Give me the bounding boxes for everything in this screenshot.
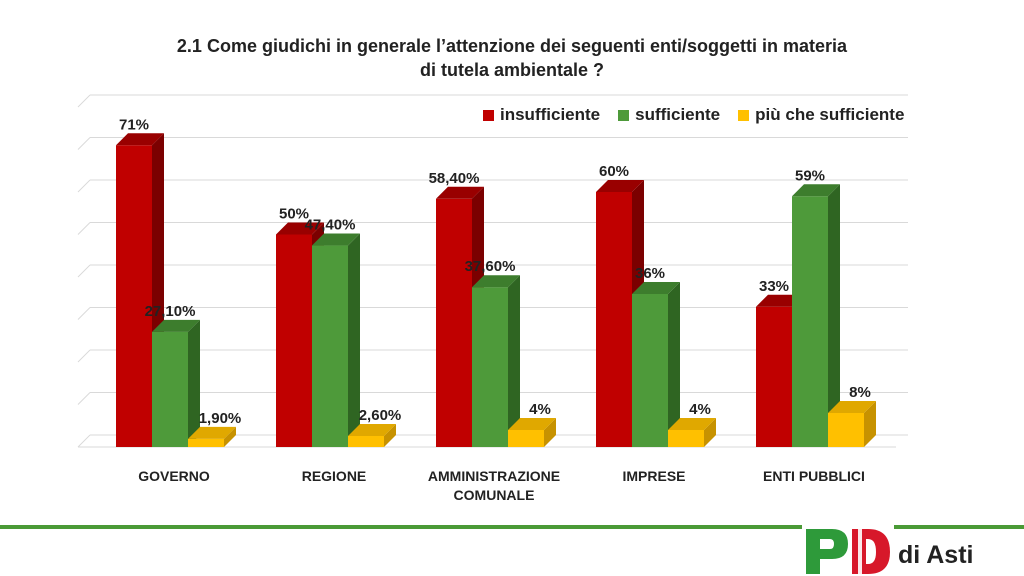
data-label: 33% xyxy=(759,278,789,295)
bar-top xyxy=(792,184,840,197)
bar xyxy=(668,430,704,447)
bar-top xyxy=(828,401,876,413)
legend-item-sufficiente: sufficiente xyxy=(618,105,720,125)
bar-side xyxy=(704,418,716,447)
bar-top xyxy=(508,418,556,430)
data-label: 8% xyxy=(849,384,871,401)
data-label: 47,40% xyxy=(305,217,356,234)
bar xyxy=(116,145,152,447)
bar-side xyxy=(384,423,396,447)
bar-top xyxy=(668,418,716,430)
bar xyxy=(276,234,312,447)
bar-top xyxy=(152,319,200,332)
bar-side xyxy=(668,282,680,447)
footer-city-label: di Asti xyxy=(898,541,974,569)
bar-side xyxy=(544,418,556,447)
gridline-edge xyxy=(77,94,91,108)
legend-swatch-insufficiente xyxy=(483,109,494,121)
legend-label-sufficiente: sufficiente xyxy=(635,105,721,124)
data-label: 37,60% xyxy=(465,258,516,275)
footer-rule xyxy=(0,525,1024,529)
category-label: REGIONE xyxy=(302,468,367,484)
gridline-edge xyxy=(77,137,91,150)
gridline-edge xyxy=(77,222,91,235)
legend-label-piu-che-sufficiente: più che sufficiente xyxy=(755,105,905,124)
bar-side xyxy=(224,426,236,447)
legend-label-insufficiente: insufficiente xyxy=(500,105,601,124)
data-label: 27,10% xyxy=(145,303,196,320)
bar-side xyxy=(188,319,200,447)
bar-top xyxy=(596,180,644,192)
bar xyxy=(632,294,668,447)
gridline-edge xyxy=(77,307,91,320)
bar xyxy=(508,430,544,447)
category-label: AMMINISTRAZIONE xyxy=(428,468,560,484)
gridline-edge xyxy=(77,434,91,448)
gridline-edge xyxy=(77,264,91,278)
bar-top xyxy=(632,282,680,294)
chart-title-line-2: di tutela ambientale ? xyxy=(419,60,605,80)
bar xyxy=(348,435,384,447)
bar-top xyxy=(436,186,484,199)
bar xyxy=(472,287,508,447)
bar xyxy=(188,438,224,447)
data-label: 59% xyxy=(795,167,825,184)
gridline-edge xyxy=(77,349,91,363)
bar-top xyxy=(188,426,236,439)
bar xyxy=(152,331,188,447)
category-label: COMUNALE xyxy=(454,487,535,503)
chart-title: 2.1 Come giudichi in generale l’attenzio… xyxy=(0,34,1024,82)
bar xyxy=(596,192,632,447)
bar-side xyxy=(828,184,840,447)
bar-chart: 71% 27,10% 1,90% GOVERNO 50%47,40% 2,60% REGIO… xyxy=(77,94,908,503)
legend-item-insufficiente: insufficiente xyxy=(483,105,600,125)
bar xyxy=(436,198,472,447)
category-label: ENTI PUBBLICI xyxy=(763,468,865,484)
data-label: 50% xyxy=(279,206,309,223)
data-label: 1,90% xyxy=(199,410,242,427)
bar-top xyxy=(276,222,324,235)
category-label: GOVERNO xyxy=(138,468,210,484)
bar-top xyxy=(312,233,360,246)
pd-logo xyxy=(802,525,894,576)
gridline-edge xyxy=(77,179,91,193)
bar-side xyxy=(348,233,360,447)
bar-top xyxy=(348,423,396,436)
bar-top xyxy=(472,275,520,288)
chart-title-line-1: 2.1 Come giudichi in generale l’attenzio… xyxy=(176,36,848,56)
data-label: 36% xyxy=(635,265,665,282)
bar xyxy=(312,245,348,447)
data-label: 4% xyxy=(689,401,711,418)
bar xyxy=(756,306,792,447)
gridline-edge xyxy=(77,392,91,405)
data-label: 71% xyxy=(119,116,149,133)
bar xyxy=(828,413,864,447)
category-label: IMPRESE xyxy=(622,468,685,484)
bar-side xyxy=(508,275,520,447)
data-label: 60% xyxy=(599,163,629,180)
legend-swatch-piu-che-sufficiente xyxy=(738,109,750,121)
bar-top xyxy=(116,133,164,146)
data-label: 2,60% xyxy=(359,407,402,424)
bar xyxy=(792,196,828,447)
legend-swatch-sufficiente xyxy=(618,109,630,121)
bar-side xyxy=(864,401,876,447)
chart-legend: insufficiente sufficiente più che suffic… xyxy=(483,105,904,125)
data-label: 4% xyxy=(529,401,551,418)
data-label: 58,40% xyxy=(429,170,480,187)
legend-item-piu-che-sufficiente: più che sufficiente xyxy=(738,105,904,125)
